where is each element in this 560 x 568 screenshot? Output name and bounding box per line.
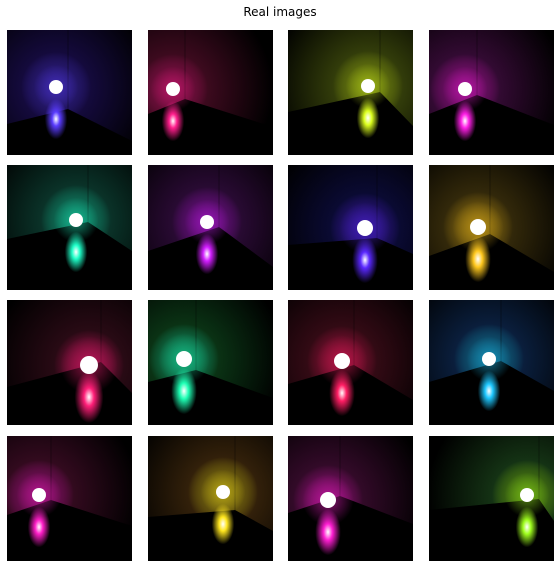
scene	[288, 300, 413, 425]
scene	[288, 165, 413, 290]
render-image	[7, 165, 132, 290]
light-sphere	[80, 356, 98, 374]
render-image	[148, 436, 273, 561]
light-sphere	[361, 79, 375, 93]
scene	[148, 30, 273, 155]
render-image	[288, 165, 413, 290]
light-sphere	[470, 219, 486, 235]
scene	[148, 436, 273, 561]
scene	[148, 300, 273, 425]
render-image	[288, 436, 413, 561]
render-image	[429, 300, 554, 425]
light-sphere	[520, 488, 534, 502]
render-image	[429, 436, 554, 561]
light-sphere	[69, 213, 83, 227]
render-image	[7, 30, 132, 155]
scene	[429, 300, 554, 425]
scene	[429, 30, 554, 155]
render-image	[7, 300, 132, 425]
scene	[429, 436, 554, 561]
figure-title: Real images	[243, 5, 317, 19]
light-sphere	[320, 492, 336, 508]
scene	[288, 30, 413, 155]
light-sphere	[176, 351, 192, 367]
render-image	[429, 165, 554, 290]
render-image	[7, 436, 132, 561]
scene	[7, 30, 132, 155]
render-image	[288, 30, 413, 155]
light-sphere	[49, 80, 63, 94]
render-image	[148, 300, 273, 425]
light-sphere	[166, 82, 180, 96]
light-sphere	[482, 352, 496, 366]
light-sphere	[357, 220, 373, 236]
scene	[288, 436, 413, 561]
render-image	[148, 30, 273, 155]
render-image	[429, 30, 554, 155]
scene	[7, 165, 132, 290]
render-image	[288, 300, 413, 425]
light-sphere	[200, 215, 214, 229]
scene	[7, 300, 132, 425]
light-sphere	[32, 488, 46, 502]
light-sphere	[458, 82, 472, 96]
light-sphere	[334, 353, 350, 369]
light-sphere	[216, 485, 230, 499]
scene	[7, 436, 132, 561]
render-image	[148, 165, 273, 290]
scene	[148, 165, 273, 290]
scene	[429, 165, 554, 290]
